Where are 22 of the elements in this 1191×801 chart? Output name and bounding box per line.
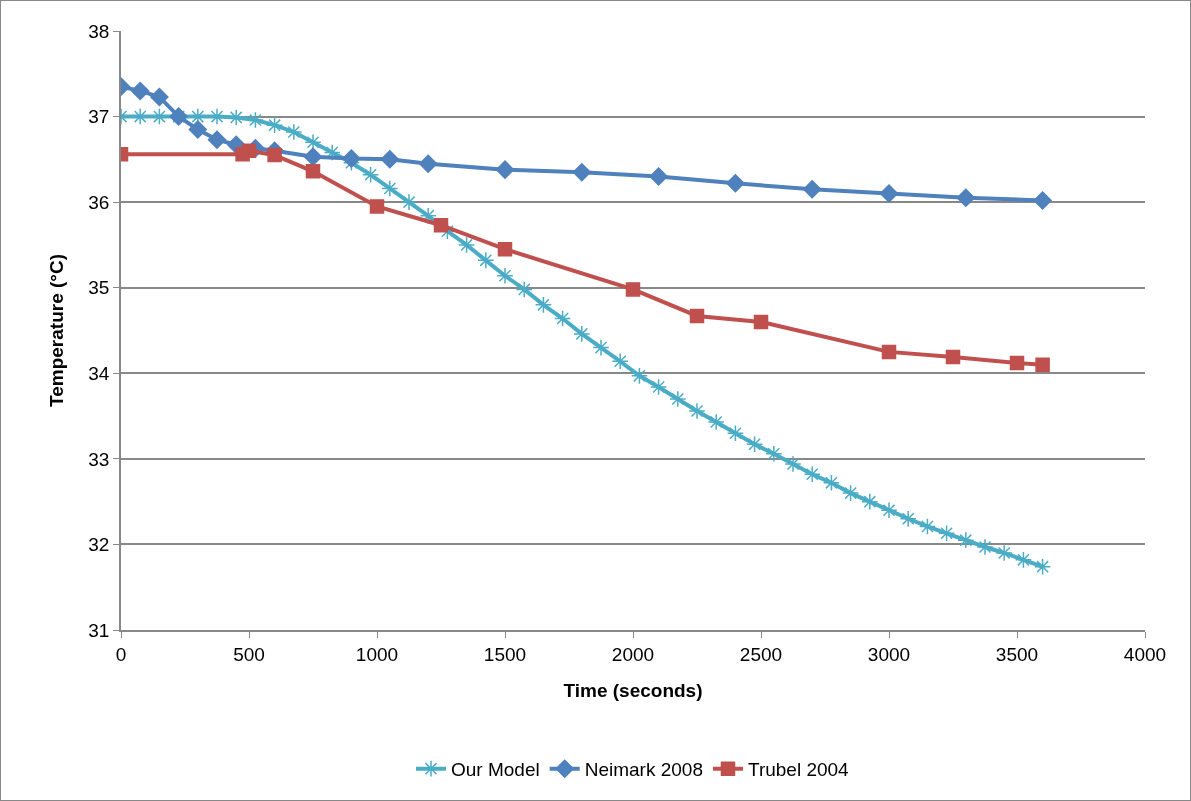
x-tick-label: 4000 [1123,643,1167,665]
y-tick-label: 33 [88,448,110,470]
x-axis-title: Time (seconds) [563,679,703,701]
y-tick-label: 31 [88,619,110,641]
x-tick-label: 500 [233,643,265,665]
x-tick-label: 2500 [739,643,783,665]
legend-label: Our Model [451,759,540,781]
x-tick-label: 1000 [355,643,399,665]
x-tick-label: 3500 [995,643,1039,665]
x-tick-label: 0 [115,643,127,665]
x-tick-label: 3000 [867,643,911,665]
x-tick-label: 2000 [611,643,655,665]
legend-label: Trubel 2004 [747,759,850,781]
y-tick-label: 37 [88,106,110,128]
y-axis-title: Temperature (°C) [45,254,67,407]
y-tick-label: 38 [88,20,110,42]
legend-label: Neimark 2008 [584,759,703,781]
x-tick-label: 1500 [483,643,527,665]
y-tick-label: 34 [88,362,110,384]
y-tick-label: 32 [88,534,110,556]
y-tick-label: 35 [88,277,110,299]
y-tick-label: 36 [88,191,110,213]
